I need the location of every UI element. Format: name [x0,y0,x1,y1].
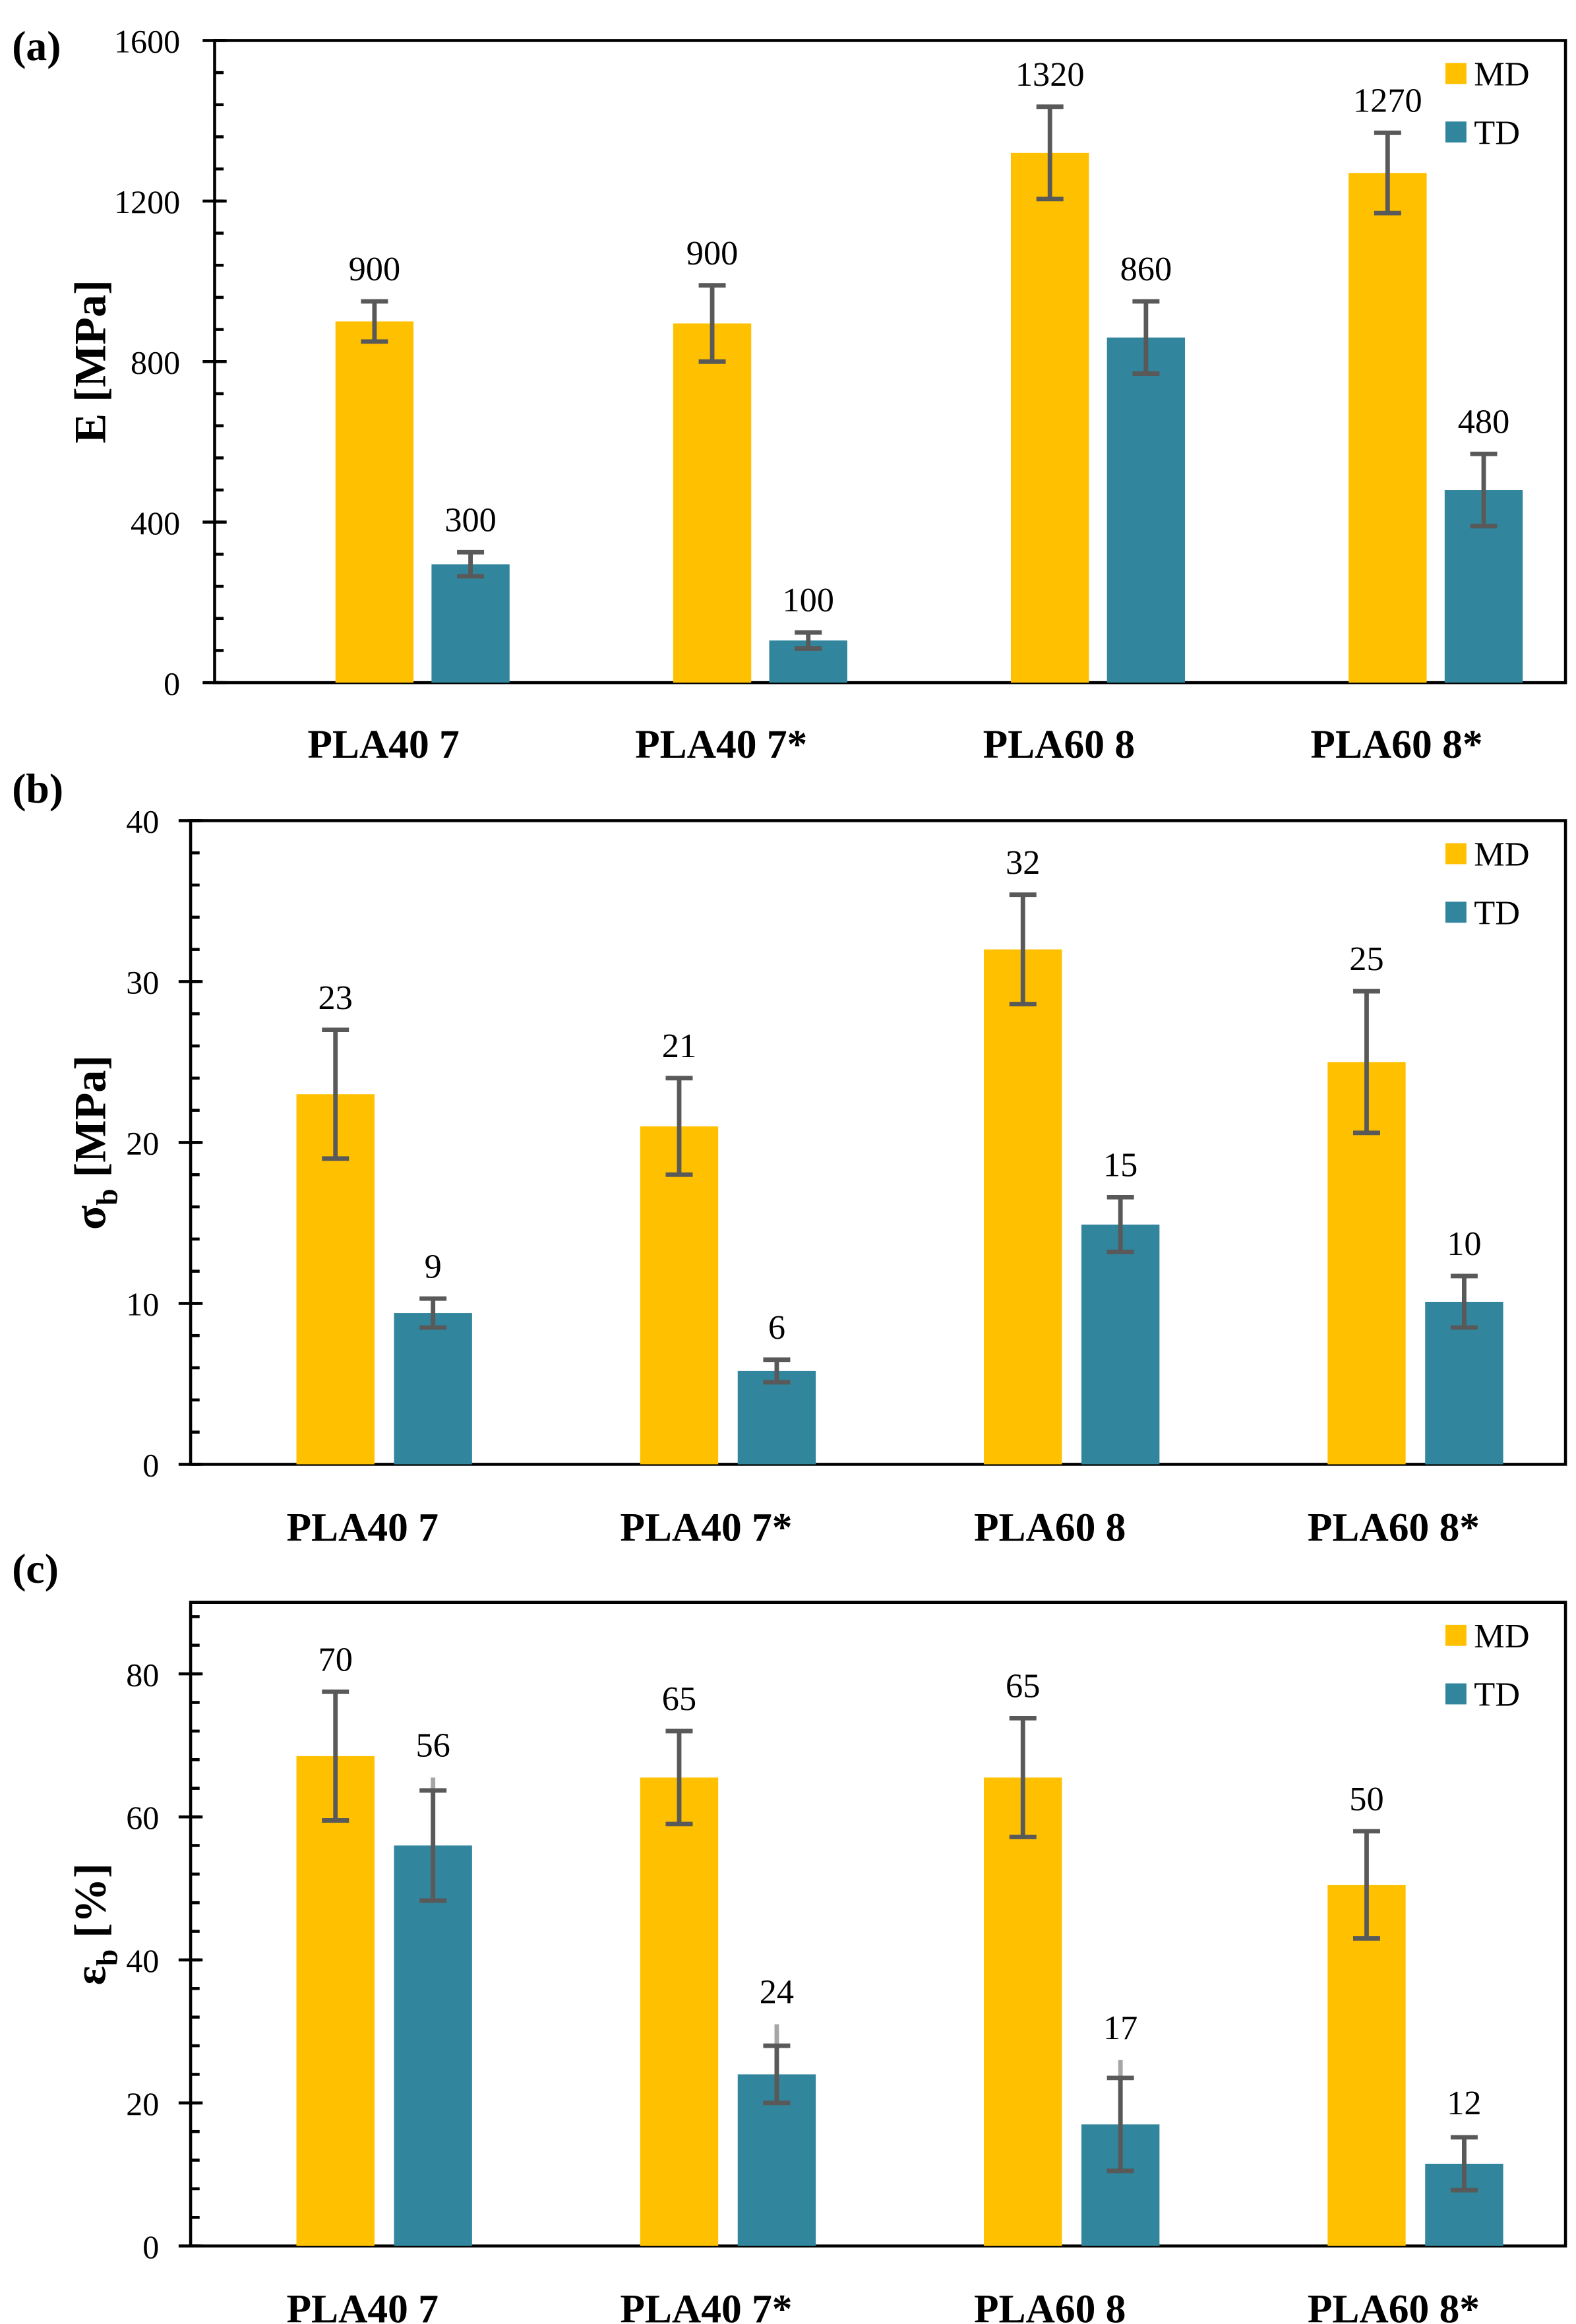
y-tick-label: 60 [126,1799,159,1836]
y-axis-label-unit: [MPa] [65,1055,115,1189]
legend-swatch-td [1445,902,1467,923]
bar-md [1011,152,1089,683]
data-label: 860 [1120,250,1172,288]
chart-panel-1: (a) 0 400 800 1200 1600 E [MPa] PLA40 7 900 300 PL… [12,22,1567,767]
data-label: 25 [1349,940,1383,978]
x-tick-label: PLA40 7* [620,2287,792,2324]
y-tick-label: 0 [142,2228,159,2265]
data-label: 100 [782,581,834,619]
data-label: 32 [1006,843,1040,882]
chart-panel-2: (b) 0 10 20 30 40 σb [MPa] PLA40 7 23 9 PLA40 7* 21… [12,765,1567,1550]
x-tick-label: PLA40 7 [286,2287,438,2324]
panel-label: (b) [12,765,63,812]
bar-md [296,1756,375,2246]
x-tick-label: PLA60 8 [983,722,1135,767]
data-label: 17 [1103,2009,1137,2047]
bar-td [1081,1224,1160,1465]
y-tick-label: 400 [131,505,180,541]
data-label: 15 [1103,1146,1137,1184]
legend-label: MD [1474,836,1529,874]
y-tick-label: 800 [131,344,180,381]
y-tick-label: 40 [126,803,159,840]
y-tick-label: 40 [126,1942,159,1979]
x-tick-label: PLA60 8* [1308,1505,1480,1550]
panel-label: (c) [12,1545,59,1592]
bar-md [984,949,1062,1465]
legend-label: TD [1474,894,1520,932]
y-tick-label: 20 [126,2085,159,2122]
y-axis-label-main: ε [65,1966,115,1985]
data-label: 6 [768,1308,785,1347]
data-label: 12 [1447,2084,1481,2122]
bar-md [1349,173,1427,683]
bar-md [673,323,752,683]
legend-swatch-td [1445,1683,1467,1705]
data-label: 480 [1458,402,1510,441]
bar-md [640,1777,719,2246]
data-label: 65 [662,1680,696,1718]
y-axis-label-subscript: b [90,1949,124,1966]
data-label: 1320 [1015,55,1085,94]
bar-md [640,1126,719,1465]
data-label: 65 [1006,1667,1040,1705]
bar-md [984,1777,1062,2246]
y-axis-label: σb [MPa] [65,1055,123,1230]
data-label: 900 [686,234,739,272]
legend-label: TD [1474,113,1520,152]
bar-md [335,321,414,683]
legend-swatch-md [1445,1624,1467,1646]
legend-swatch-md [1445,843,1467,865]
bar-td [431,564,510,683]
x-tick-label: PLA40 7* [635,722,807,767]
y-tick-label: 80 [126,1656,159,1693]
y-axis-label-main: E [MPa] [65,280,115,443]
data-label: 70 [318,1640,353,1678]
data-label: 24 [760,1973,794,2011]
x-tick-label: PLA40 7 [307,722,459,767]
x-tick-label: PLA60 8* [1308,2287,1480,2324]
y-axis-label-subscript: b [90,1189,124,1206]
y-tick-label: 1600 [114,23,180,60]
y-tick-label: 1200 [114,183,180,220]
bar-td [1106,337,1186,683]
x-tick-label: PLA60 8* [1310,722,1482,767]
panel-label: (a) [12,22,61,69]
y-tick-label: 0 [164,665,180,702]
data-label: 900 [349,250,401,288]
x-tick-label: PLA40 7 [286,1505,438,1550]
y-axis-label-unit: [%] [65,1863,115,1949]
legend-label: TD [1474,1676,1520,1714]
data-label: 56 [416,1727,450,1765]
bar-td [394,1313,472,1465]
y-tick-label: 30 [126,964,159,1001]
y-axis-label: εb [%] [65,1863,123,1985]
y-tick-label: 20 [126,1125,159,1162]
bar-td [737,1370,816,1465]
x-tick-label: PLA40 7* [620,1505,792,1550]
legend-swatch-td [1445,121,1467,143]
y-axis-label: E [MPa] [65,280,115,443]
data-label: 50 [1349,1780,1383,1818]
x-tick-label: PLA60 8 [974,2287,1126,2324]
bar-td [394,1845,472,2246]
y-tick-label: 10 [126,1286,159,1323]
plot-frame [189,1601,1567,2248]
data-label: 23 [318,979,353,1017]
legend-label: MD [1474,1617,1529,1655]
data-label: 21 [662,1027,696,1065]
chart-panel-3: (c) 0 20 40 60 80 εb [%] PLA40 7 70 56 PLA40 7* 65 2… [12,1545,1567,2324]
bar-md [1327,1885,1406,2246]
data-label: 1270 [1353,82,1422,120]
legend-swatch-md [1445,63,1467,84]
x-tick-label: PLA60 8 [974,1505,1126,1550]
data-label: 9 [425,1247,442,1285]
legend-label: MD [1474,55,1529,94]
y-axis-label-main: σ [65,1206,115,1230]
data-label: 300 [444,501,497,539]
y-tick-label: 0 [142,1447,159,1484]
data-label: 10 [1447,1225,1481,1263]
